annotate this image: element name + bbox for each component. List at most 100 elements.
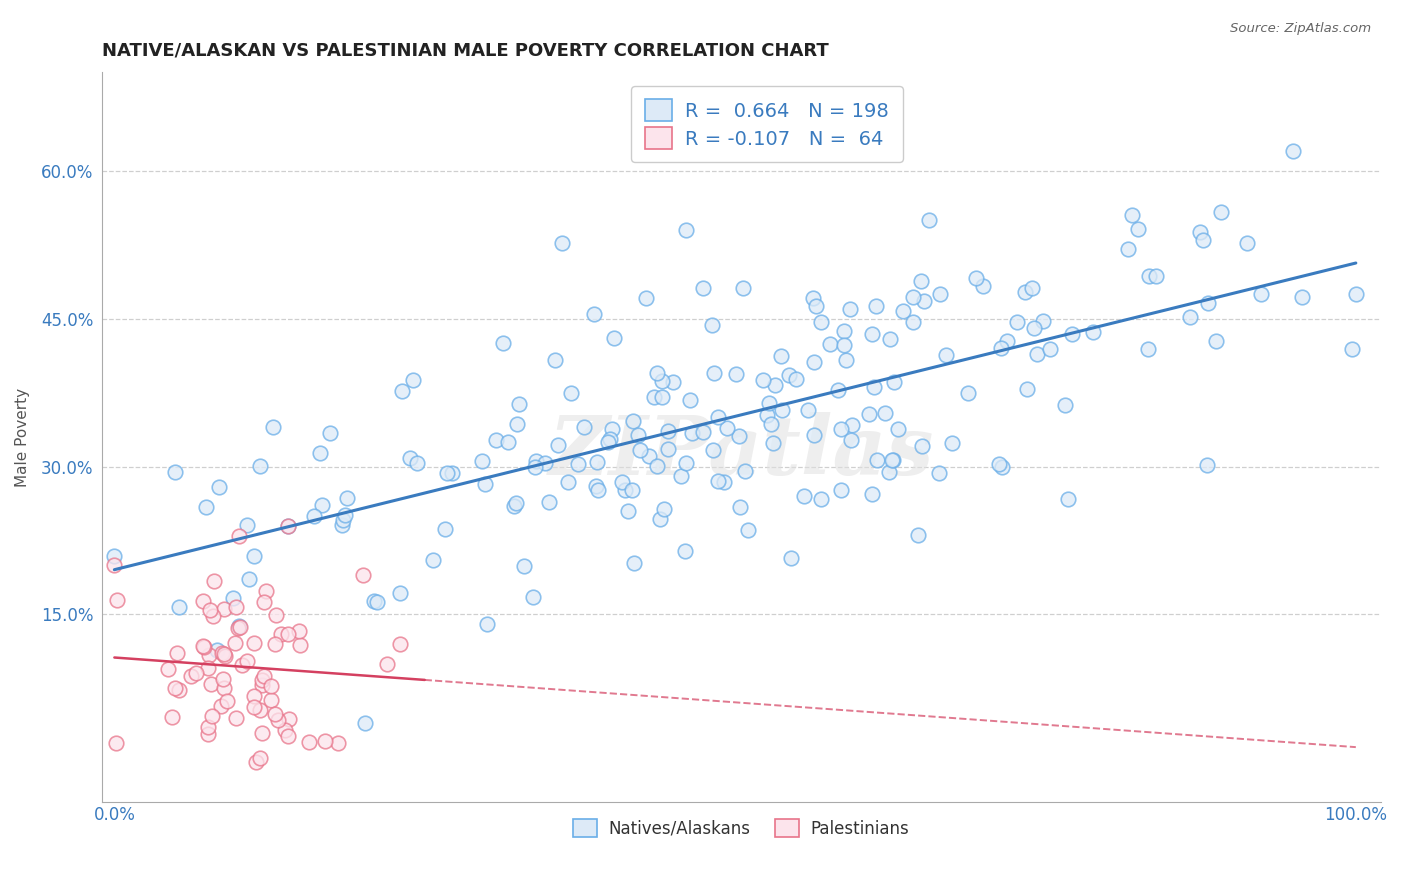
Point [585, 455, 607, 469]
Point [883, 376, 905, 390]
Point [645, 459, 668, 474]
Point [928, 286, 950, 301]
Point [610, 475, 633, 489]
Point [758, 396, 780, 410]
Point [388, 637, 411, 651]
Point [830, 483, 852, 498]
Point [492, 335, 515, 350]
Point [1053, 398, 1076, 412]
Point [780, 551, 803, 566]
Point [534, 456, 557, 470]
Point [875, 406, 897, 420]
Point [679, 393, 702, 408]
Point [860, 327, 883, 342]
Point [231, 658, 253, 673]
Point [249, 703, 271, 717]
Point [422, 552, 444, 566]
Point [1146, 268, 1168, 283]
Point [634, 291, 657, 305]
Point [298, 735, 321, 749]
Point [215, 694, 238, 708]
Point [918, 212, 941, 227]
Point [103, 549, 125, 563]
Point [623, 556, 645, 570]
Point [1136, 342, 1159, 356]
Point [522, 590, 544, 604]
Point [702, 442, 724, 457]
Point [860, 486, 883, 500]
Point [572, 420, 595, 434]
Point [354, 715, 377, 730]
Point [681, 426, 703, 441]
Point [180, 668, 202, 682]
Point [598, 434, 620, 449]
Point [734, 464, 756, 478]
Point [270, 626, 292, 640]
Point [879, 332, 901, 346]
Point [912, 294, 935, 309]
Point [302, 509, 325, 524]
Point [166, 646, 188, 660]
Point [551, 235, 574, 250]
Point [288, 624, 311, 638]
Point [762, 436, 785, 450]
Point [1195, 458, 1218, 473]
Point [785, 372, 807, 386]
Text: NATIVE/ALASKAN VS PALESTINIAN MALE POVERTY CORRELATION CHART: NATIVE/ALASKAN VS PALESTINIAN MALE POVER… [103, 42, 828, 60]
Point [264, 608, 287, 623]
Point [645, 367, 668, 381]
Point [988, 457, 1011, 471]
Point [803, 427, 825, 442]
Point [810, 315, 832, 329]
Point [778, 368, 800, 382]
Point [250, 673, 273, 687]
Point [560, 385, 582, 400]
Point [557, 475, 579, 490]
Point [277, 518, 299, 533]
Point [651, 390, 673, 404]
Point [224, 636, 246, 650]
Point [198, 603, 221, 617]
Point [1017, 382, 1039, 396]
Point [207, 643, 229, 657]
Point [319, 425, 342, 440]
Point [222, 591, 245, 606]
Point [249, 458, 271, 473]
Point [858, 407, 880, 421]
Point [202, 574, 225, 588]
Point [621, 483, 644, 498]
Point [928, 466, 950, 480]
Point [1126, 222, 1149, 236]
Point [737, 523, 759, 537]
Point [716, 421, 738, 435]
Point [614, 483, 637, 498]
Point [1026, 346, 1049, 360]
Point [752, 373, 775, 387]
Point [197, 720, 219, 734]
Point [713, 475, 735, 490]
Point [225, 710, 247, 724]
Point [236, 517, 259, 532]
Point [277, 712, 299, 726]
Point [157, 662, 180, 676]
Point [212, 648, 235, 662]
Point [935, 348, 957, 362]
Point [991, 459, 1014, 474]
Point [197, 661, 219, 675]
Point [377, 657, 399, 671]
Point [1197, 296, 1219, 310]
Point [901, 315, 924, 329]
Point [506, 417, 529, 431]
Point [201, 708, 224, 723]
Point [1057, 491, 1080, 506]
Point [827, 383, 849, 397]
Point [228, 619, 250, 633]
Point [1137, 268, 1160, 283]
Point [818, 337, 841, 351]
Text: ZIPatlas: ZIPatlas [548, 411, 934, 491]
Point [863, 380, 886, 394]
Point [314, 733, 336, 747]
Point [643, 391, 665, 405]
Point [238, 572, 260, 586]
Point [195, 500, 218, 515]
